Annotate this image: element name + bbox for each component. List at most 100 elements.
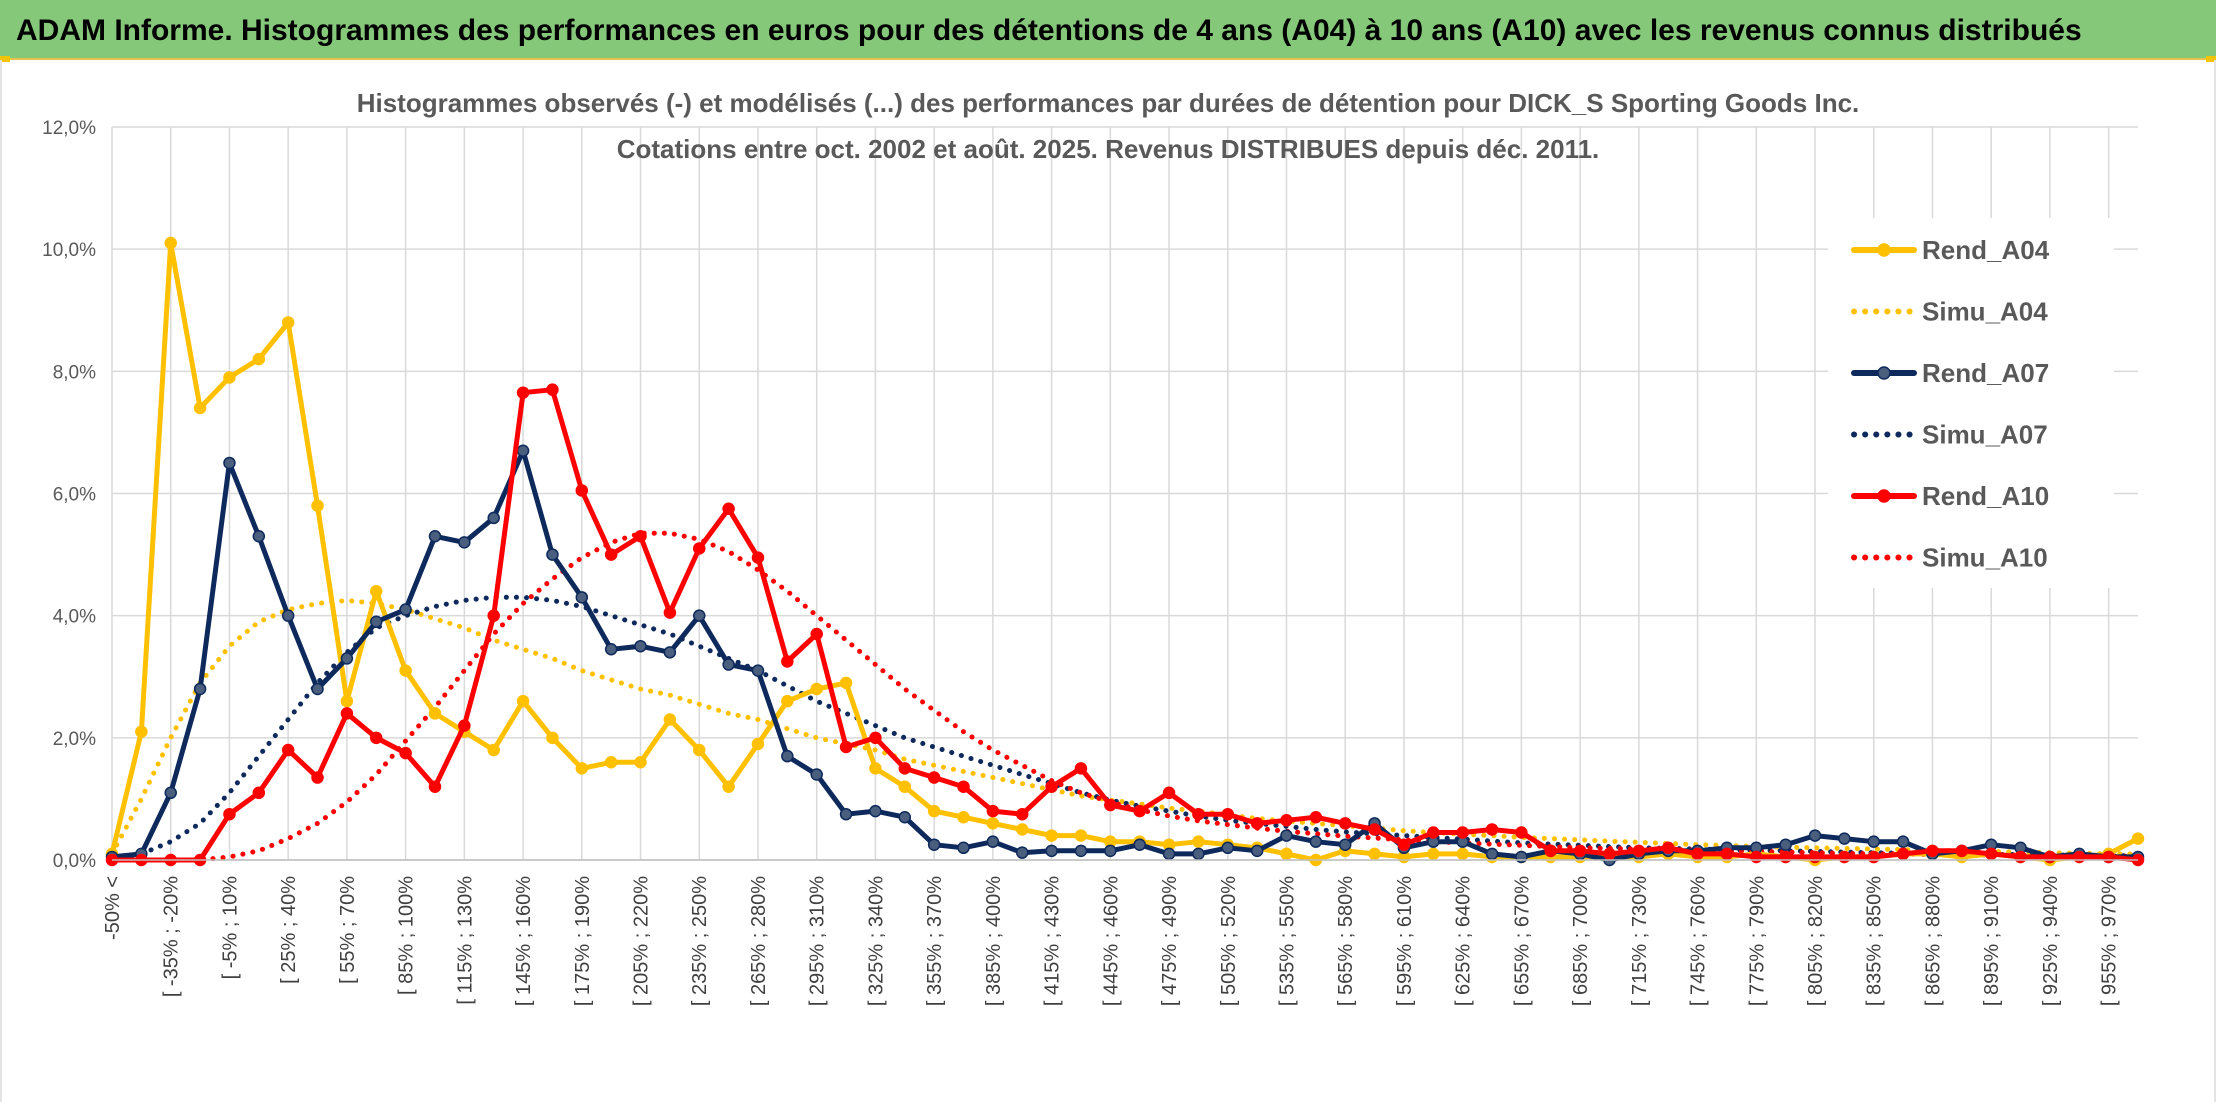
data-point-Rend_A04	[634, 756, 647, 769]
data-point-Rend_A07	[722, 658, 735, 671]
data-point-Rend_A07	[223, 456, 236, 470]
data-point-Rend_A10	[957, 780, 970, 793]
data-point-Rend_A10	[2014, 850, 2027, 864]
data-point-Rend_A07	[1896, 835, 1910, 848]
data-point-Rend_A10	[1867, 850, 1880, 864]
data-point-Rend_A10	[1515, 826, 1528, 839]
data-point-Rend_A10	[458, 719, 471, 732]
data-point-Rend_A04	[399, 664, 412, 677]
data-point-Rend_A10	[223, 807, 236, 821]
data-point-Rend_A10	[634, 530, 647, 543]
data-point-Rend_A07	[1779, 838, 1792, 851]
x-tick-label: [ 385% ; 400%	[983, 876, 1005, 1006]
y-tick-label: 8,0%	[53, 362, 96, 383]
data-point-Rend_A10	[810, 627, 823, 641]
data-point-Rend_A07	[1515, 850, 1528, 864]
data-point-Rend_A04	[428, 707, 442, 720]
data-point-Rend_A07	[1074, 844, 1088, 858]
legend-box	[1828, 218, 2114, 588]
data-point-Rend_A10	[1309, 810, 1323, 824]
data-point-Rend_A10	[927, 771, 941, 784]
data-point-Rend_A04	[839, 676, 853, 690]
data-point-Rend_A10	[751, 551, 765, 564]
data-point-Rend_A04	[1015, 823, 1029, 836]
data-point-Rend_A04	[722, 780, 735, 793]
x-tick-label: [ 775% ; 790%	[1746, 876, 1768, 1006]
y-tick-label: 0,0%	[53, 851, 96, 872]
data-point-Rend_A10	[1250, 817, 1264, 830]
data-point-Rend_A07	[458, 536, 471, 549]
x-tick-label: [ 415% ; 430%	[1042, 876, 1064, 1006]
data-point-Rend_A07	[781, 749, 794, 763]
data-point-Rend_A04	[2131, 832, 2145, 845]
data-point-Rend_A07	[1867, 835, 1880, 848]
chart-subtitle: Cotations entre oct. 2002 et août. 2025.…	[616, 134, 1600, 164]
data-point-Rend_A10	[1133, 804, 1146, 818]
chart-title: Histogrammes observés (-) et modélisés (…	[356, 88, 1860, 118]
data-point-Rend_A07	[311, 682, 324, 696]
data-point-Rend_A10	[1720, 847, 1734, 861]
x-tick-label: [ 805% ; 820%	[1805, 876, 1827, 1006]
data-point-Rend_A07	[164, 786, 177, 800]
data-point-Rend_A10	[1368, 823, 1381, 836]
data-point-Rend_A10	[487, 609, 500, 622]
data-point-Rend_A07	[487, 511, 500, 525]
data-point-Rend_A07	[751, 664, 765, 677]
data-point-Rend_A07	[1104, 844, 1117, 858]
x-tick-label: [ 835% ; 850%	[1864, 876, 1886, 1006]
series-line-Simu_A07	[109, 594, 2141, 863]
data-point-Rend_A10	[2073, 850, 2086, 864]
x-tick-label: [ -5% ; 10%	[219, 876, 241, 980]
data-point-Rend_A10	[722, 502, 735, 516]
data-point-Rend_A10	[1074, 762, 1088, 775]
data-point-Rend_A10	[1603, 847, 1616, 861]
x-tick-label: [ 85% ; 100%	[396, 876, 418, 995]
data-point-Rend_A10	[781, 655, 794, 668]
legend-label-Simu_A10: Simu_A10	[1922, 543, 2048, 573]
data-point-Rend_A04	[898, 780, 912, 793]
data-point-Rend_A10	[252, 786, 266, 800]
data-point-Rend_A10	[1045, 780, 1058, 793]
data-point-Rend_A10	[1573, 844, 1587, 858]
corner-accent-right	[2206, 56, 2216, 62]
series-line-Simu_A10	[109, 530, 2141, 863]
data-point-Rend_A07	[281, 609, 295, 622]
x-tick-label: [ 505% ; 520%	[1218, 876, 1240, 1006]
x-tick-label: [ 865% ; 880%	[1922, 876, 1944, 1006]
data-point-Rend_A07	[1015, 846, 1029, 859]
data-point-Rend_A04	[869, 762, 882, 775]
corner-accent-left	[0, 56, 10, 62]
legend-label-Simu_A04: Simu_A04	[1922, 297, 2048, 327]
x-tick-label: [ 715% ; 730%	[1629, 876, 1651, 1006]
x-tick-label: [ 115% ; 130%	[454, 876, 476, 1005]
data-point-Rend_A10	[1397, 838, 1411, 851]
data-point-Rend_A04	[957, 810, 970, 824]
data-point-Rend_A04	[223, 371, 236, 384]
data-point-Rend_A10	[1691, 847, 1704, 861]
data-point-Rend_A04	[781, 694, 794, 708]
data-point-Rend_A07	[692, 609, 706, 622]
data-point-Rend_A07	[1250, 844, 1264, 858]
data-point-Rend_A07	[546, 548, 559, 561]
data-point-Rend_A04	[164, 236, 177, 250]
data-point-Rend_A04	[135, 725, 148, 738]
data-point-Rend_A10	[516, 386, 530, 399]
report-banner: ADAM Informe. Histogrammes des performan…	[0, 0, 2216, 60]
data-point-Rend_A10	[1485, 823, 1499, 836]
x-tick-label: [ 955% ; 970%	[2099, 876, 2121, 1006]
data-point-Rend_A07	[604, 643, 618, 656]
data-point-Rend_A07	[869, 804, 882, 818]
x-tick-label: [ 745% ; 760%	[1688, 876, 1710, 1006]
data-point-Rend_A10	[1456, 826, 1469, 839]
data-point-Rend_A04	[1456, 847, 1469, 861]
data-point-Rend_A10	[1280, 814, 1293, 827]
data-point-Rend_A07	[252, 530, 266, 543]
x-tick-label: [ 325% ; 340%	[865, 876, 887, 1006]
legend-marker-Rend_A04	[1877, 243, 1891, 257]
data-point-Rend_A10	[986, 804, 1000, 818]
data-point-Rend_A10	[1896, 847, 1910, 861]
data-point-Rend_A07	[898, 810, 912, 824]
x-tick-label: [ 535% ; 550%	[1276, 876, 1298, 1006]
data-point-Rend_A04	[487, 743, 500, 757]
series-line-Rend_A07	[109, 448, 2141, 863]
